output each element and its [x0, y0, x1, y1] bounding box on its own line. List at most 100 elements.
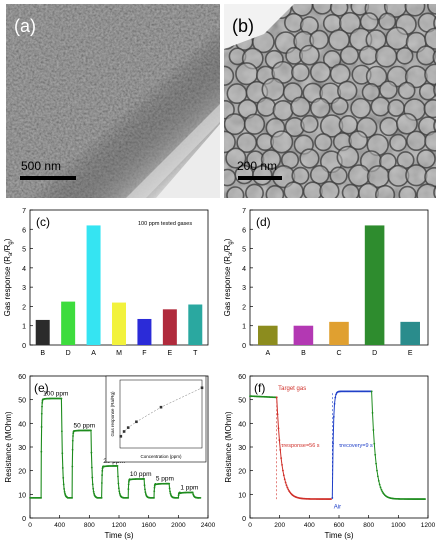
response-point: [285, 484, 288, 487]
nanosphere: [243, 113, 266, 135]
scale-bar-label-a: 500 nm: [21, 159, 61, 173]
x-tick-label: 400: [54, 522, 65, 529]
x-tick-label: F: [142, 350, 146, 357]
nanosphere: [398, 185, 417, 204]
x-tick-label: 200: [274, 522, 285, 529]
chart-e-svg: 0 10 20 30 40 50 60 0 400 800 1200 1600 2000 2400 Time…: [4, 374, 216, 540]
nanosphere: [290, 96, 311, 118]
chart-e: 0 10 20 30 40 50 60 0 400 800 1200 1600 2000 2400 Time…: [0, 368, 220, 548]
panel-label-b: (b): [232, 16, 254, 36]
response-point: [284, 481, 287, 484]
data-point: [118, 490, 121, 493]
data-point: [143, 484, 146, 487]
data-point: [168, 482, 171, 485]
data-point: [92, 487, 95, 490]
tail-point: [376, 469, 378, 472]
data-point: [127, 496, 130, 499]
nanosphere: [395, 47, 414, 65]
nanosphere: [405, 164, 428, 187]
panel-label-a: (a): [14, 16, 36, 36]
recovery-point: [335, 393, 337, 396]
y-tick-label: 7: [22, 208, 26, 215]
tem-image-b: (b) 200 nm: [213, 0, 440, 207]
data-point: [144, 488, 146, 491]
x-tick-label: B: [301, 350, 306, 357]
panel-label: (e): [34, 381, 49, 395]
scale-bar-a: [20, 176, 76, 180]
chart-f: 0 10 20 30 40 50 60 0 200 400 600 800 1000 1200 Time (…: [220, 368, 440, 548]
y-tick-label: 60: [238, 374, 246, 381]
bar-T: [188, 304, 203, 345]
nanosphere: [379, 116, 399, 137]
nanosphere: [256, 97, 276, 117]
response-time-label: τresponse=56 s: [281, 443, 320, 449]
y-tick-label: 1: [242, 324, 246, 331]
y-tick-label: 60: [18, 374, 26, 381]
inset-point: [200, 386, 204, 390]
nanosphere: [298, 44, 320, 66]
y-tick-label: 50: [18, 398, 26, 405]
bar-D: [61, 301, 76, 345]
nanosphere: [283, 181, 304, 202]
nanosphere: [338, 115, 359, 135]
tail-point: [377, 479, 380, 482]
tem-image-a: (a) 500 nm: [6, 4, 220, 198]
inset-point: [122, 430, 126, 433]
nanosphere: [341, 183, 360, 202]
nanosphere: [387, 99, 406, 117]
data-point: [100, 496, 103, 499]
x-tick-label: C: [336, 350, 341, 357]
response-point: [275, 396, 278, 399]
nanosphere: [319, 180, 340, 202]
y-tick-label: 4: [22, 266, 26, 273]
data-point: [41, 405, 43, 408]
nanosphere: [378, 80, 398, 100]
y-tick-label: 0: [22, 516, 26, 523]
nanosphere: [302, 181, 323, 202]
y-tick-label: 2: [22, 304, 26, 311]
data-point: [61, 467, 64, 469]
pulse-label: 5 ppm: [156, 476, 174, 483]
y-tick-label: 6: [242, 227, 246, 234]
response-point: [280, 457, 283, 459]
bar-A: [258, 325, 278, 345]
x-axis-label: Time (s): [104, 531, 133, 540]
recovery-point: [332, 416, 335, 418]
nanosphere: [397, 81, 416, 100]
nanosphere: [299, 148, 320, 169]
data-point: [72, 435, 74, 437]
x-tick-label: A: [91, 350, 96, 357]
inset-point: [159, 405, 163, 409]
response-point: [278, 439, 281, 441]
nanosphere: [396, 112, 418, 135]
nanosphere: [309, 97, 331, 119]
nanosphere: [378, 12, 397, 31]
data-point: [153, 490, 156, 493]
pulse-label: 10 ppm: [130, 471, 152, 478]
nanosphere: [337, 80, 358, 102]
response-point: [287, 488, 290, 491]
data-point: [118, 492, 121, 495]
target-gas-label: Target gas: [278, 386, 306, 392]
data-point: [127, 480, 130, 483]
tail-point: [374, 453, 377, 456]
nanosphere: [272, 99, 294, 121]
y-tick-label: 3: [22, 285, 26, 292]
nanosphere: [245, 183, 264, 203]
tail-point: [379, 486, 382, 489]
data-point: [169, 492, 172, 495]
y-axis-label: Resistance (MOhm): [224, 411, 233, 482]
x-tick-label: 1200: [112, 522, 127, 529]
x-tick-label: 0: [28, 522, 32, 529]
response-point: [283, 478, 286, 481]
data-point: [40, 426, 43, 428]
nanosphere: [330, 97, 349, 116]
x-tick-label: B: [40, 350, 45, 357]
nanosphere: [378, 152, 397, 171]
tem-image-a-canvas: (a) 500 nm: [6, 4, 220, 198]
tem-image-b-canvas: (b) 200 nm: [213, 0, 440, 207]
inset-y-label: Gas response (Ra/Rg): [110, 391, 115, 437]
tail-point: [375, 462, 377, 465]
y-tick-label: 0: [242, 343, 246, 350]
data-point: [72, 432, 75, 435]
